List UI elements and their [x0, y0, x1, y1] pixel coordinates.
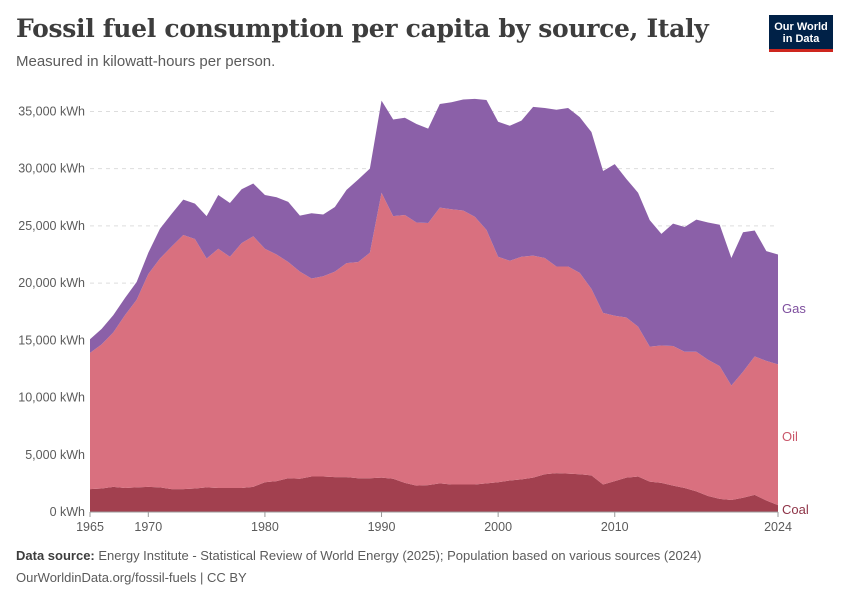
x-tick-label: 2024 [764, 520, 792, 534]
x-tick-label: 2000 [484, 520, 512, 534]
logo-line-1: Our World [774, 21, 828, 33]
area-gas[interactable] [90, 98, 778, 386]
x-tick-label: 1970 [134, 520, 162, 534]
y-tick-label: 15,000 kWh [18, 333, 85, 347]
area-coal[interactable] [90, 473, 778, 512]
data-source-line: Data source: Energy Institute - Statisti… [16, 548, 702, 563]
chart-title: Fossil fuel consumption per capita by so… [16, 14, 709, 43]
x-tick-label: 1965 [76, 520, 104, 534]
data-source-label: Data source: [16, 548, 95, 563]
legend-label-coal[interactable]: Coal [782, 502, 809, 517]
y-tick-label: 35,000 kWh [18, 104, 85, 118]
source-url[interactable]: OurWorldinData.org/fossil-fuels | CC BY [16, 570, 247, 585]
y-tick-label: 20,000 kWh [18, 276, 85, 290]
y-tick-label: 0 kWh [50, 505, 85, 519]
y-tick-label: 30,000 kWh [18, 162, 85, 176]
x-tick-label: 2010 [601, 520, 629, 534]
series-labels: Coal Oil Gas [782, 301, 809, 517]
area-oil[interactable] [90, 192, 778, 506]
y-tick-label: 5,000 kWh [25, 448, 85, 462]
x-tick-label: 1980 [251, 520, 279, 534]
x-tick-label: 1990 [368, 520, 396, 534]
legend-label-gas[interactable]: Gas [782, 301, 806, 316]
legend-label-oil[interactable]: Oil [782, 429, 798, 444]
y-tick-label: 10,000 kWh [18, 391, 85, 405]
logo-line-2: in Data [782, 33, 820, 45]
y-tick-label: 25,000 kWh [18, 219, 85, 233]
data-source-text: Energy Institute - Statistical Review of… [98, 548, 702, 563]
chart-subtitle: Measured in kilowatt-hours per person. [16, 53, 276, 70]
axes: 0 kWh 5,000 kWh 10,000 kWh 15,000 kWh 20,000… [18, 104, 792, 534]
owid-logo[interactable]: Our World in Data [769, 15, 833, 52]
stacked-areas [90, 98, 778, 512]
